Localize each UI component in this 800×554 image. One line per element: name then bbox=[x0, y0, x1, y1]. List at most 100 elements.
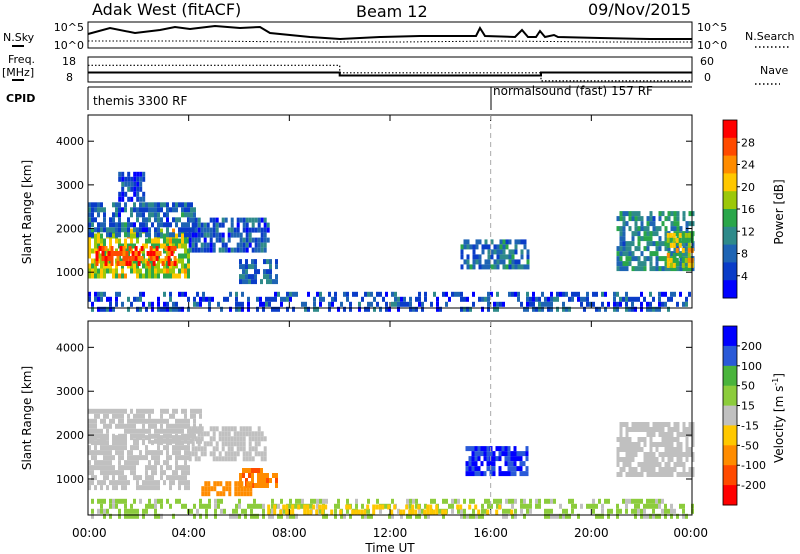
power-scatter-cell bbox=[227, 237, 231, 243]
velocity-scatter-cell bbox=[607, 498, 610, 504]
velocity-scatter-cell bbox=[178, 418, 181, 424]
power-scatter-cell bbox=[100, 202, 103, 208]
velocity-scatter-cell bbox=[254, 446, 258, 452]
velocity-scatter-cell bbox=[181, 408, 184, 414]
velocity-scatter-cell bbox=[190, 508, 193, 514]
velocity-scatter-cell bbox=[667, 427, 671, 432]
power-scatter-cell bbox=[679, 266, 683, 272]
power-scatter-cell bbox=[562, 306, 565, 312]
velocity-scatter-cell bbox=[97, 465, 100, 471]
power-scatter-cell bbox=[655, 231, 659, 237]
power-scatter-cell bbox=[658, 306, 661, 312]
velocity-scatter-cell bbox=[661, 442, 665, 447]
power-scatter-cell bbox=[502, 264, 506, 270]
power-scatter-cell bbox=[109, 217, 112, 223]
velocity-scatter-cell bbox=[257, 473, 260, 478]
velocity-scatter-cell bbox=[184, 413, 187, 419]
power-scatter-cell bbox=[103, 207, 106, 213]
power-scatter-cell bbox=[184, 232, 187, 238]
velocity-scatter-cell bbox=[658, 462, 662, 467]
velocity-scatter-cell bbox=[481, 503, 484, 509]
power-ytick-label: 3000 bbox=[56, 179, 84, 192]
velocity-scatter-cell bbox=[670, 427, 674, 432]
power-scatter-cell bbox=[520, 264, 524, 270]
power-scatter-cell bbox=[676, 216, 680, 222]
power-scatter-cell bbox=[577, 296, 580, 302]
power-scatter-cell bbox=[221, 222, 225, 228]
power-scatter-cell bbox=[136, 217, 139, 223]
power-scatter-cell bbox=[269, 264, 272, 270]
power-scatter-cell bbox=[484, 259, 488, 265]
velocity-scatter-cell bbox=[682, 508, 685, 514]
velocity-scatter-cell bbox=[232, 508, 235, 514]
velocity-scatter-cell bbox=[251, 483, 254, 488]
power-scatter-cell bbox=[460, 306, 463, 312]
velocity-scatter-cell bbox=[221, 456, 225, 462]
power-scatter-cell bbox=[274, 296, 277, 302]
power-scatter-cell bbox=[676, 221, 680, 227]
velocity-scatter-cell bbox=[664, 472, 668, 477]
velocity-scatter-cell bbox=[673, 467, 677, 472]
velocity-scatter-cell bbox=[535, 498, 538, 504]
velocity-scatter-cell bbox=[112, 445, 115, 451]
velocity-scatter-cell bbox=[175, 428, 178, 434]
velocity-scatter-cell bbox=[88, 423, 91, 429]
velocity-scatter-cell bbox=[118, 423, 121, 429]
velocity-scatter-cell bbox=[103, 418, 106, 424]
velocity-scatter-cell bbox=[625, 427, 629, 432]
power-scatter-cell bbox=[562, 291, 565, 297]
power-scatter-cell bbox=[139, 306, 142, 312]
power-scatter-cell bbox=[257, 217, 261, 223]
power-scatter-cell bbox=[164, 256, 168, 261]
power-scatter-cell bbox=[242, 217, 246, 223]
velocity-scatter-cell bbox=[197, 456, 201, 462]
power-scatter-cell bbox=[669, 237, 673, 243]
velocity-scatter-cell bbox=[121, 438, 124, 444]
velocity-scatter-cell bbox=[233, 436, 237, 442]
velocity-scatter-cell bbox=[178, 475, 181, 481]
velocity-scatter-cell bbox=[106, 475, 109, 481]
power-scatter-cell bbox=[110, 256, 114, 261]
velocity-scatter-cell bbox=[136, 433, 139, 439]
velocity-scatter-cell bbox=[646, 427, 650, 432]
velocity-scatter-cell bbox=[130, 445, 133, 451]
velocity-scatter-cell bbox=[115, 408, 118, 414]
power-scatter-cell bbox=[142, 191, 146, 197]
velocity-scatter-cell bbox=[248, 468, 251, 473]
power-scatter-cell bbox=[91, 207, 94, 213]
velocity-scatter-cell bbox=[166, 460, 169, 466]
velocity-scatter-cell bbox=[275, 483, 278, 488]
velocity-scatter-cell bbox=[227, 451, 231, 457]
velocity-scatter-cell bbox=[246, 491, 250, 497]
velocity-scatter-cell bbox=[160, 475, 163, 481]
velocity-scatter-cell bbox=[266, 478, 269, 483]
power-scatter-cell bbox=[191, 242, 195, 248]
power-scatter-cell bbox=[133, 268, 136, 274]
velocity-scatter-cell bbox=[197, 431, 201, 437]
power-scatter-cell bbox=[221, 232, 225, 238]
power-scatter-cell bbox=[460, 244, 464, 250]
velocity-scatter-cell bbox=[91, 433, 94, 439]
power-scatter-cell bbox=[445, 291, 448, 297]
power-scatter-cell bbox=[685, 301, 688, 307]
power-scatter-cell bbox=[625, 211, 629, 217]
power-scatter-cell bbox=[691, 266, 695, 272]
power-scatter-cell bbox=[208, 306, 211, 312]
power-scatter-cell bbox=[643, 261, 647, 267]
velocity-scatter-cell bbox=[91, 438, 94, 444]
velocity-scatter-cell bbox=[334, 513, 337, 519]
power-scatter-cell bbox=[640, 251, 644, 257]
velocity-scatter-cell bbox=[592, 508, 595, 514]
power-colorbar-label: Power [dB] bbox=[772, 179, 786, 244]
velocity-scatter-cell bbox=[248, 441, 252, 447]
velocity-scatter-cell bbox=[100, 408, 103, 414]
power-scatter-cell bbox=[655, 266, 659, 272]
power-scatter-cell bbox=[643, 231, 647, 237]
power-scatter-cell bbox=[673, 266, 677, 272]
velocity-scatter-cell bbox=[625, 452, 629, 457]
velocity-scatter-cell bbox=[634, 508, 637, 514]
power-scatter-cell bbox=[142, 202, 145, 208]
power-scatter-cell bbox=[115, 207, 118, 213]
velocity-scatter-cell bbox=[616, 508, 619, 514]
power-scatter-cell bbox=[212, 222, 216, 228]
